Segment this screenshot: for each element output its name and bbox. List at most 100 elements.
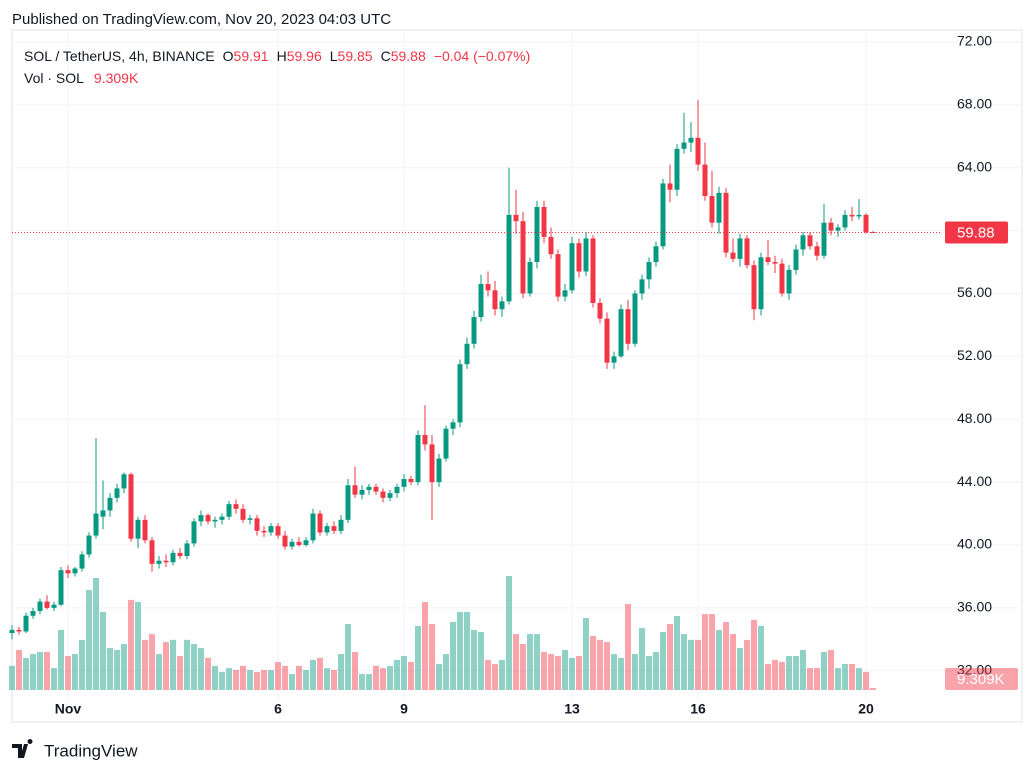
volume-bar <box>870 687 876 690</box>
x-tick-label: 20 <box>858 701 874 717</box>
volume-bar <box>142 639 148 690</box>
y-tick-label: 56.00 <box>957 284 992 300</box>
volume-bar <box>548 654 554 690</box>
volume-bar <box>779 662 785 690</box>
candle-body <box>51 604 57 608</box>
candle-body <box>709 196 715 223</box>
x-tick-label: Nov <box>55 701 82 717</box>
volume-bar <box>156 654 162 690</box>
candle-body <box>65 570 71 574</box>
volume-bar <box>268 669 274 690</box>
candle-body <box>408 478 414 483</box>
candle-body <box>387 493 393 498</box>
volume-bar <box>443 654 449 690</box>
candle-body <box>422 434 428 445</box>
candle-body <box>338 519 344 531</box>
candle-body <box>415 434 421 483</box>
volume-bar <box>520 643 526 690</box>
candle-body <box>9 629 15 634</box>
candle-body <box>758 257 764 310</box>
volume-bar <box>842 663 848 690</box>
volume-bar <box>618 657 624 690</box>
candle-body <box>394 486 400 494</box>
volume-bar <box>597 639 603 690</box>
candle-body <box>674 148 680 190</box>
volume-bar <box>821 651 827 690</box>
volume-bar <box>296 665 302 690</box>
volume-bar <box>226 668 232 690</box>
l-value: 59.85 <box>338 48 373 64</box>
candle-body <box>499 301 505 310</box>
candle-body <box>219 516 225 520</box>
candle-body <box>597 302 603 319</box>
candle-body <box>16 629 22 632</box>
volume-bar <box>415 625 421 690</box>
volume-bar <box>716 629 722 690</box>
volume-bar <box>261 669 267 690</box>
candle-body <box>660 183 666 247</box>
volume-bar <box>37 651 43 690</box>
volume-bar <box>709 614 715 690</box>
y-tick-label: 40.00 <box>957 536 992 552</box>
y-tick-label: 44.00 <box>957 473 992 489</box>
o-label: O <box>223 48 234 64</box>
candle-body <box>450 422 456 429</box>
candle-body <box>93 513 99 536</box>
candle-body <box>163 560 169 563</box>
volume-bar <box>198 648 204 690</box>
volume-bar <box>527 634 533 690</box>
candle-body <box>240 508 246 520</box>
volume-bar <box>51 668 57 690</box>
volume-bar <box>233 669 239 690</box>
candle-body <box>107 497 113 511</box>
y-tick-label: 48.00 <box>957 410 992 426</box>
candle-body <box>310 513 316 541</box>
volume-bar <box>856 668 862 690</box>
volume-bar <box>331 669 337 690</box>
volume-bar <box>338 654 344 690</box>
candle-body <box>702 164 708 197</box>
candle-body <box>828 222 834 231</box>
volume-bar <box>317 657 323 690</box>
candle-body <box>366 486 372 490</box>
candle-body <box>296 541 302 545</box>
candle-body <box>842 214 848 228</box>
candle-body <box>527 262 533 294</box>
o-value: 59.91 <box>234 48 269 64</box>
candle-body <box>436 458 442 483</box>
volume-bar <box>828 649 834 690</box>
volume-bar <box>786 656 792 690</box>
volume-bar <box>282 665 288 690</box>
y-tick-label: 64.00 <box>957 158 992 174</box>
volume-tag-label: 9.309K <box>957 671 1005 688</box>
volume-bar <box>695 639 701 690</box>
volume-bar <box>555 656 561 690</box>
volume-bar <box>212 665 218 690</box>
candle-body <box>772 262 778 264</box>
candle-body <box>485 284 491 291</box>
volume-bar <box>345 623 351 690</box>
volume-bar <box>737 648 743 690</box>
candle-body <box>695 137 701 165</box>
candle-body <box>604 318 610 363</box>
volume-bar <box>674 616 680 690</box>
candle-body <box>233 504 239 509</box>
volume-bar <box>324 668 330 690</box>
candle-body <box>177 552 183 557</box>
c-value: 59.88 <box>391 48 426 64</box>
candle-body <box>191 521 197 544</box>
candle-body <box>205 515 211 522</box>
volume-bar <box>450 622 456 690</box>
volume-bar <box>457 611 463 690</box>
volume-bar <box>359 674 365 690</box>
logo: TradingView <box>12 739 138 760</box>
candle-body <box>226 504 232 517</box>
volume-bar <box>72 654 78 690</box>
candle-body <box>807 235 813 247</box>
volume-bar <box>576 656 582 690</box>
candle-body <box>478 284 484 318</box>
published-header: Published on TradingView.com, Nov 20, 20… <box>12 11 391 28</box>
volume-bar <box>79 639 85 690</box>
volume-bar <box>114 649 120 690</box>
candle-body <box>464 343 470 365</box>
